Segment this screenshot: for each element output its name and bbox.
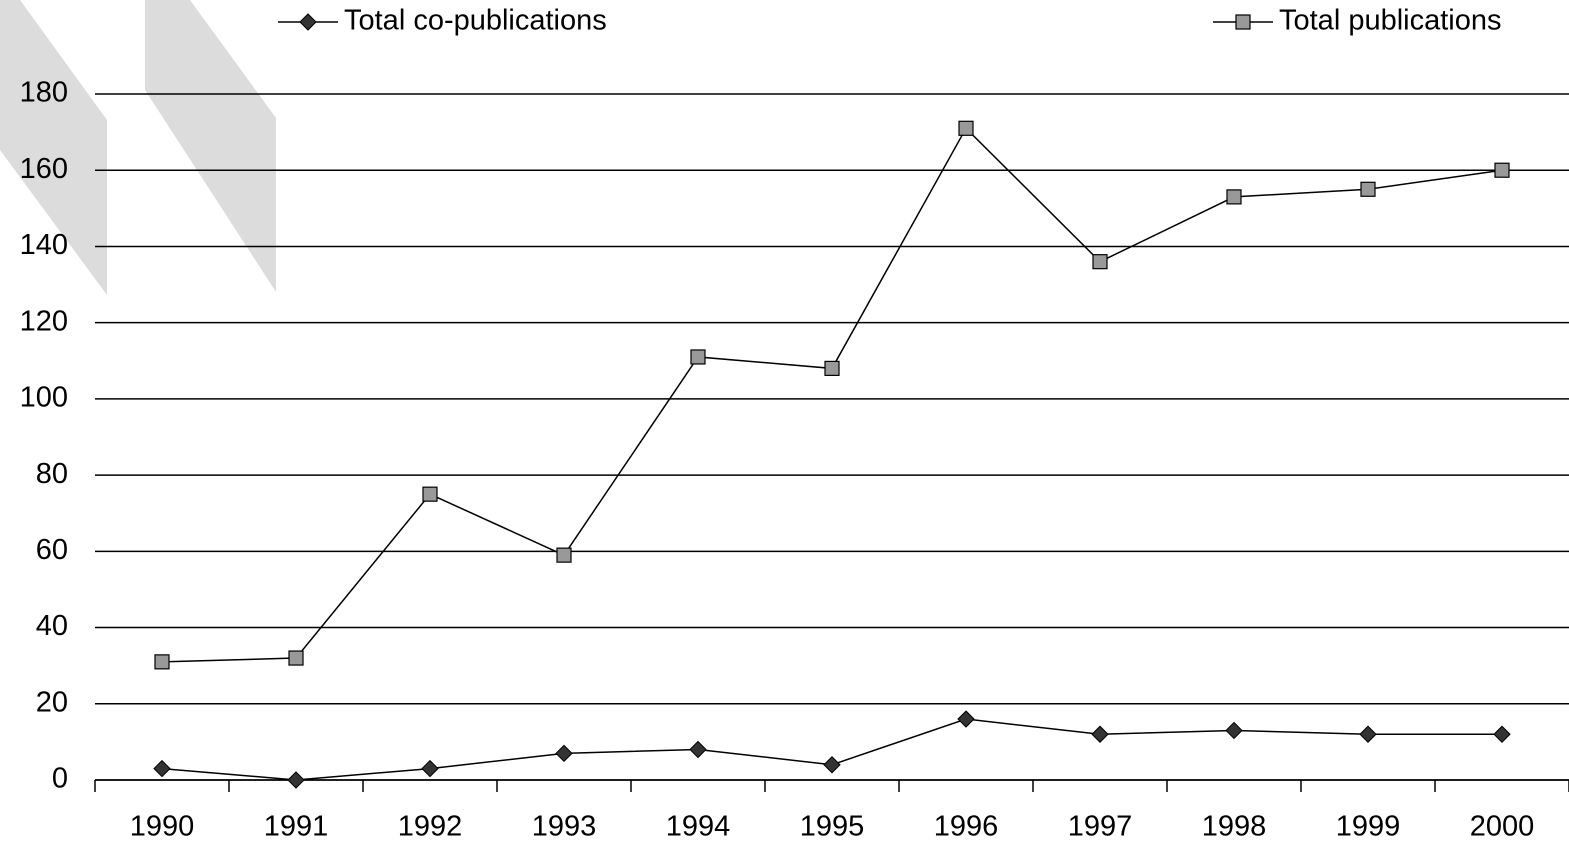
legend-marker xyxy=(1235,14,1251,30)
data-point xyxy=(1091,725,1109,743)
x-tick-label: 1996 xyxy=(934,811,999,843)
y-tick-label: 60 xyxy=(36,534,68,566)
data-point xyxy=(422,486,438,502)
data-point xyxy=(690,349,706,365)
data-point xyxy=(1493,725,1511,743)
data-point xyxy=(1494,162,1510,178)
x-tick-label: 1993 xyxy=(532,811,597,843)
decoration xyxy=(0,0,107,295)
data-point xyxy=(824,360,840,376)
x-tick-label: 1997 xyxy=(1068,811,1133,843)
data-point xyxy=(287,771,305,789)
data-point xyxy=(689,740,707,759)
decoration xyxy=(145,0,276,292)
y-tick-label: 80 xyxy=(36,458,68,490)
y-tick-label: 160 xyxy=(20,153,68,185)
y-tick-label: 120 xyxy=(20,305,68,337)
series-line xyxy=(161,127,1503,663)
data-point xyxy=(555,744,573,763)
y-tick-label: 100 xyxy=(20,382,68,414)
data-point xyxy=(556,547,572,563)
x-tick-label: 1994 xyxy=(666,811,731,843)
data-point xyxy=(153,759,171,778)
y-tick-label: 20 xyxy=(36,686,68,718)
y-tick-label: 180 xyxy=(20,77,68,109)
data-point xyxy=(1092,254,1108,270)
data-point xyxy=(1359,725,1377,743)
x-tick-label: 1990 xyxy=(130,811,195,843)
data-point xyxy=(154,654,170,670)
legend-label: Total publications xyxy=(1279,5,1501,37)
data-point xyxy=(1360,181,1376,197)
data-point xyxy=(1226,189,1242,205)
y-tick-label: 40 xyxy=(36,610,68,642)
x-tick-label: 1998 xyxy=(1202,811,1267,843)
data-point xyxy=(958,120,974,136)
x-tick-label: 1995 xyxy=(800,811,865,843)
data-point xyxy=(823,756,841,774)
x-tick-label: 2000 xyxy=(1470,811,1535,843)
data-point xyxy=(421,759,439,778)
data-point xyxy=(288,650,304,666)
legend-label: Total co-publications xyxy=(344,5,607,37)
x-tick-label: 1992 xyxy=(398,811,463,843)
y-tick-label: 140 xyxy=(20,229,68,261)
legend-marker xyxy=(299,13,317,31)
data-point xyxy=(1225,721,1243,740)
data-point xyxy=(957,710,975,728)
y-tick-label: 0 xyxy=(52,763,68,795)
x-tick-label: 1991 xyxy=(264,811,329,843)
x-tick-label: 1999 xyxy=(1336,811,1401,843)
